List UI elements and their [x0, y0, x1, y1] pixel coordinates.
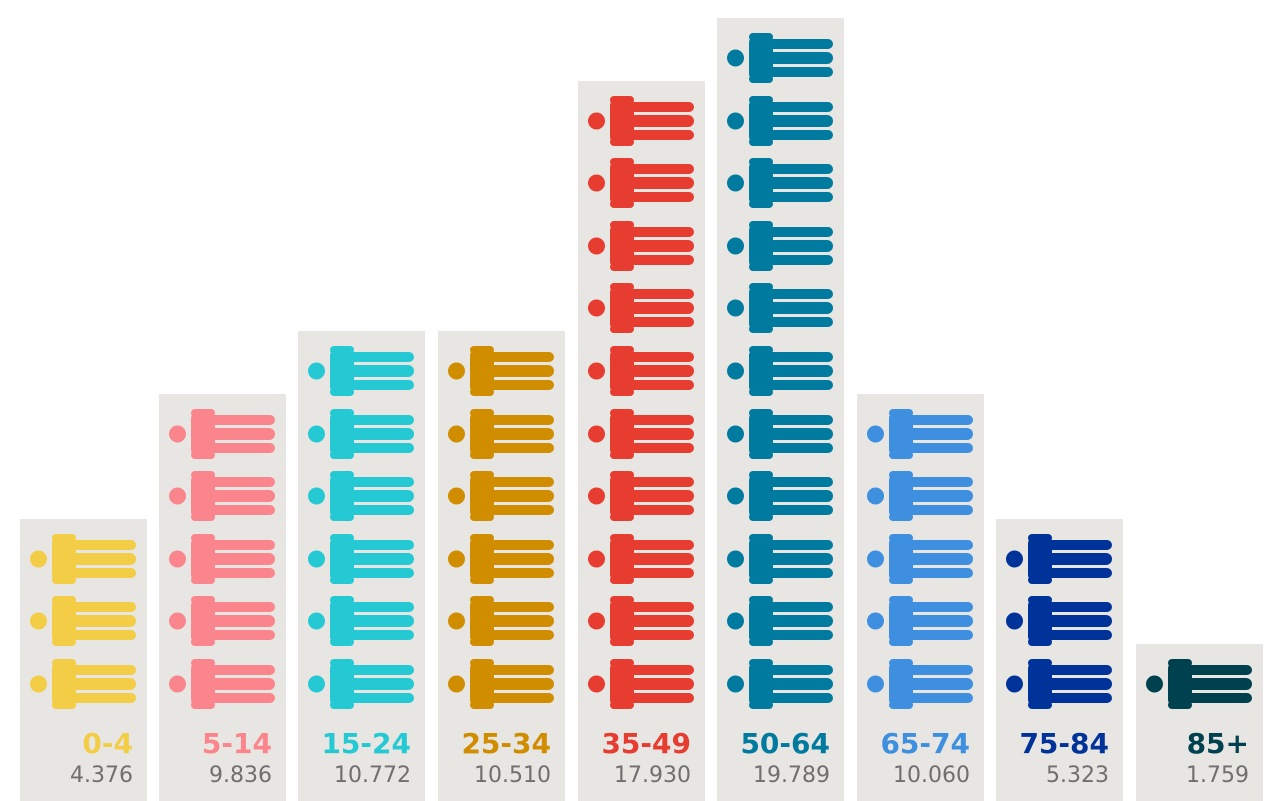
person-icon — [588, 659, 694, 709]
person-icon — [588, 346, 694, 396]
person-icon — [867, 596, 973, 646]
person-icon — [1006, 534, 1112, 584]
person-icon — [448, 409, 554, 459]
person-icon — [867, 534, 973, 584]
person-icon — [308, 409, 414, 459]
person-icon — [727, 471, 833, 521]
person-icon — [588, 534, 694, 584]
person-icon — [727, 534, 833, 584]
person-icon — [30, 659, 136, 709]
person-icon — [308, 596, 414, 646]
person-icon — [169, 534, 275, 584]
category-label: 85+ — [1186, 727, 1249, 760]
value-label: 17.930 — [614, 763, 691, 788]
person-icon — [588, 158, 694, 208]
person-icon — [308, 471, 414, 521]
category-label: 75-84 — [1019, 727, 1109, 760]
value-label: 5.323 — [1046, 763, 1109, 788]
person-icon — [727, 96, 833, 146]
value-label: 9.836 — [209, 763, 272, 788]
person-icon — [1006, 659, 1112, 709]
person-icon — [867, 471, 973, 521]
category-label: 50-64 — [740, 727, 830, 760]
person-icon — [448, 471, 554, 521]
value-label: 1.759 — [1186, 763, 1249, 788]
person-icon — [588, 471, 694, 521]
person-icon — [448, 346, 554, 396]
category-label: 15-24 — [321, 727, 411, 760]
person-icon — [448, 534, 554, 584]
person-icon — [727, 409, 833, 459]
person-icon — [727, 659, 833, 709]
person-icon — [727, 283, 833, 333]
person-icon — [308, 659, 414, 709]
person-icon — [588, 283, 694, 333]
person-icon — [727, 596, 833, 646]
person-icon — [1146, 659, 1252, 709]
value-label: 10.510 — [474, 763, 551, 788]
category-label: 65-74 — [880, 727, 970, 760]
person-icon — [30, 534, 136, 584]
value-label: 10.060 — [893, 763, 970, 788]
person-icon — [867, 659, 973, 709]
person-icon — [727, 221, 833, 271]
column-5-14 — [159, 394, 286, 801]
person-icon — [1006, 596, 1112, 646]
person-icon — [727, 33, 833, 83]
person-icon — [30, 596, 136, 646]
category-label: 0-4 — [82, 727, 133, 760]
value-label: 4.376 — [70, 763, 133, 788]
category-label: 5-14 — [201, 727, 272, 760]
category-label: 35-49 — [601, 727, 691, 760]
person-icon — [867, 409, 973, 459]
person-icon — [169, 659, 275, 709]
person-icon — [588, 596, 694, 646]
category-label: 25-34 — [461, 727, 551, 760]
person-icon — [169, 596, 275, 646]
person-icon — [169, 409, 275, 459]
person-icon — [588, 409, 694, 459]
person-icon — [727, 346, 833, 396]
person-icon — [588, 221, 694, 271]
person-icon — [169, 471, 275, 521]
person-icon — [727, 158, 833, 208]
person-icon — [448, 659, 554, 709]
value-label: 19.789 — [753, 763, 830, 788]
person-icon — [588, 96, 694, 146]
value-label: 10.772 — [334, 763, 411, 788]
person-icon — [308, 534, 414, 584]
person-icon — [308, 346, 414, 396]
column-65-74 — [857, 394, 984, 801]
person-icon — [448, 596, 554, 646]
